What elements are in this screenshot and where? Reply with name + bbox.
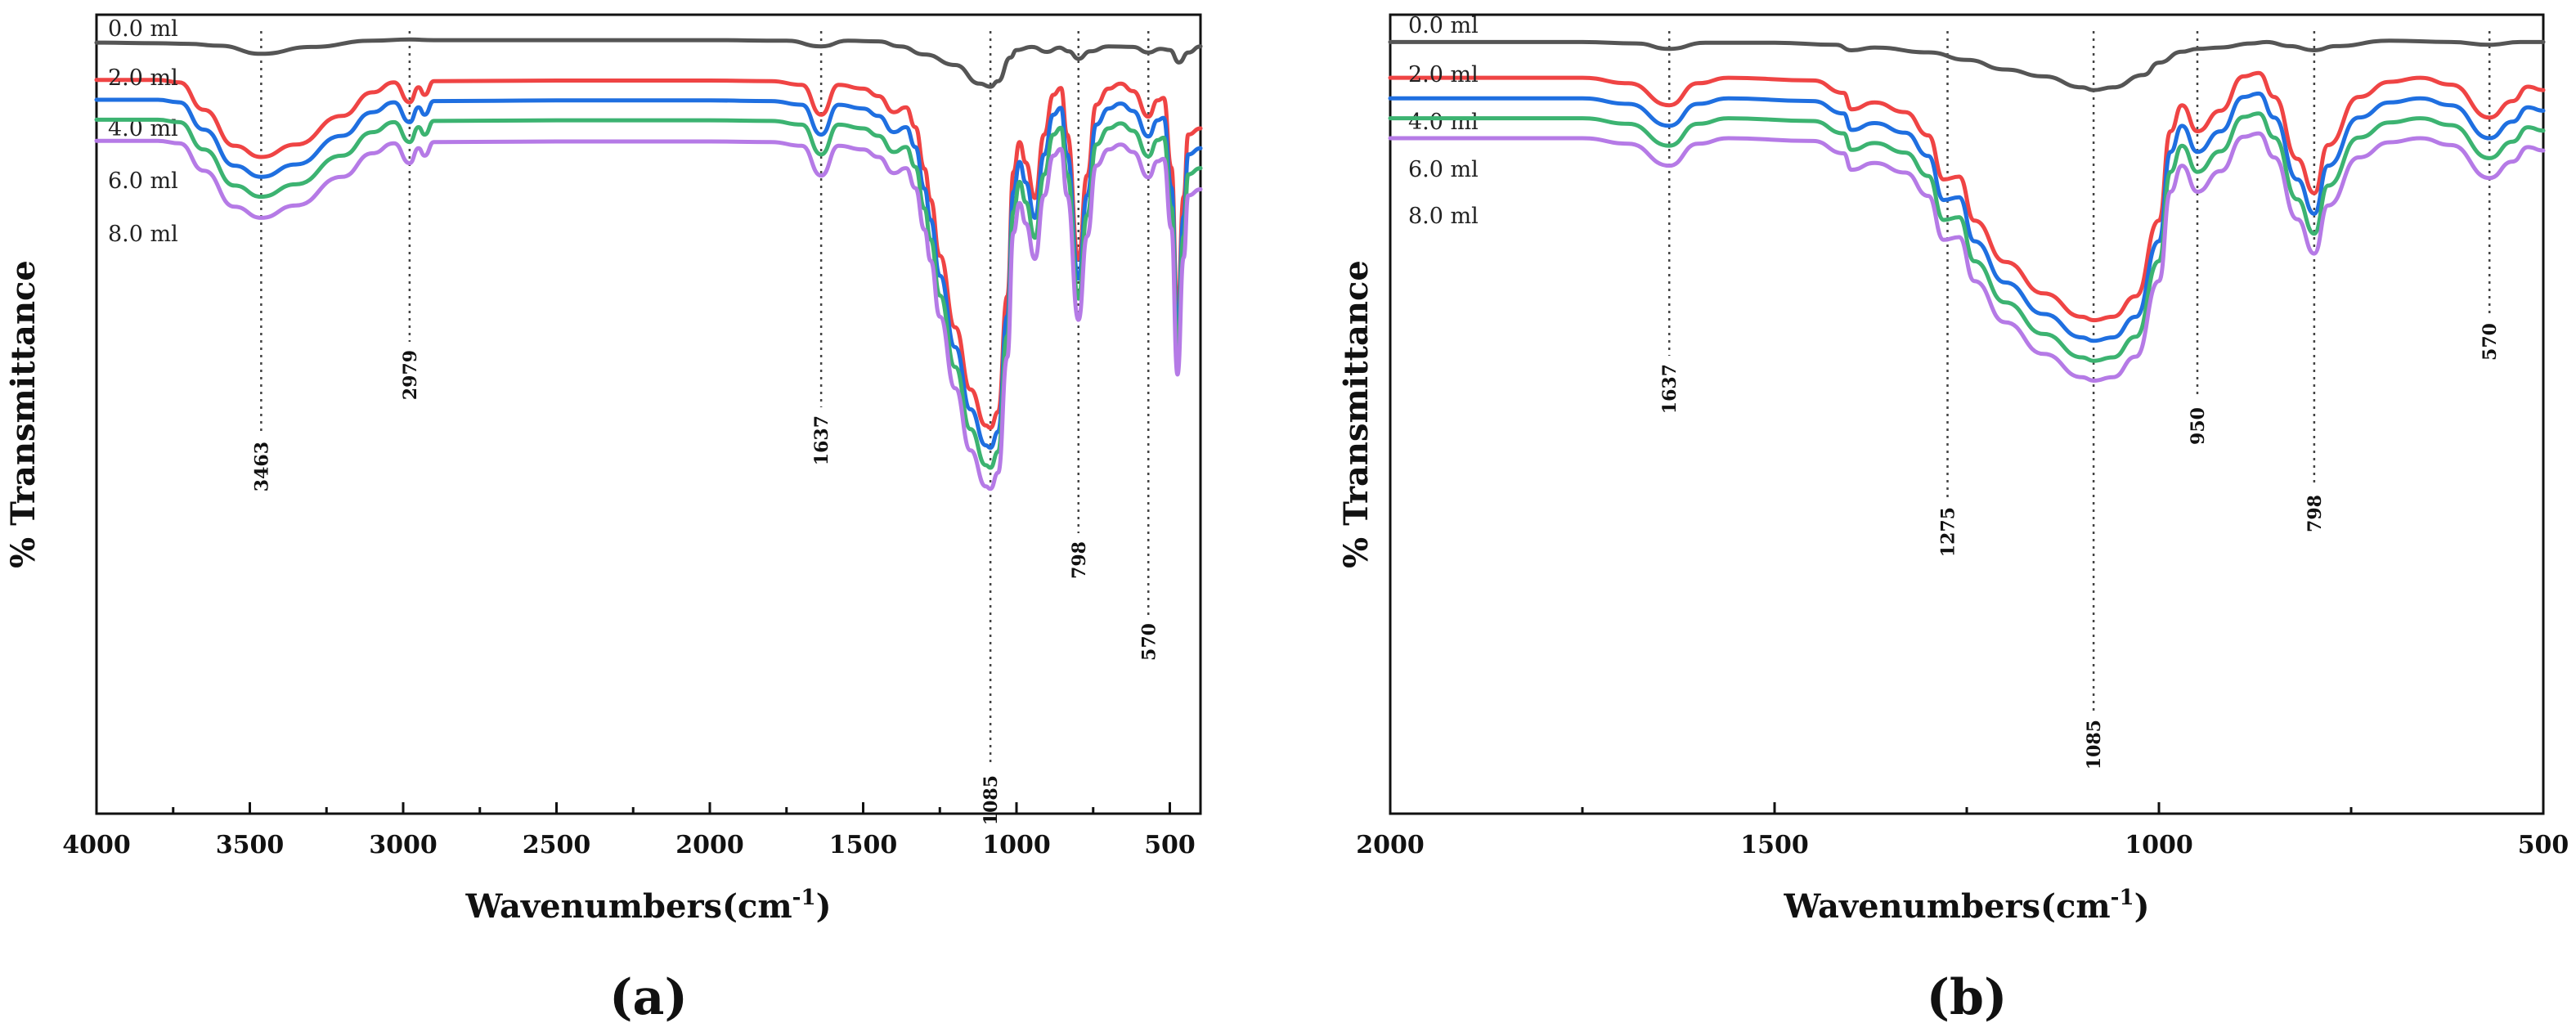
series-line-6-0-ml [1388, 111, 2546, 363]
series-line-2-0-ml [1388, 70, 2546, 323]
x-tick-label-2500: 2500 [523, 831, 591, 859]
x-tick-label-500: 500 [2518, 831, 2569, 859]
x-axis-title-main: Wavenumbers(cm [465, 887, 792, 926]
peak-label-1085: 1085 [981, 775, 1002, 825]
peak-annotations: 3463 2979 1637 1085 798 570 [251, 31, 1160, 825]
legend-label-8-0-ml: 8.0 ml [1408, 204, 1479, 229]
legend-label-2-0-ml: 2.0 ml [1408, 62, 1479, 87]
x-axis: 2000 1500 1000 500 [1356, 802, 2569, 859]
series-line-8-0-ml [1388, 131, 2546, 383]
series-line-0-0-ml [1388, 38, 2546, 92]
legend-label-6-0-ml: 6.0 ml [108, 168, 178, 194]
x-axis-title-close: ) [2134, 887, 2150, 926]
x-axis-title: Wavenumbers(cm-1) [1784, 886, 2150, 926]
legend-label-6-0-ml: 6.0 ml [1408, 157, 1479, 182]
series-line-4-0-ml [1388, 91, 2546, 343]
peak-label-1085: 1085 [2084, 720, 2105, 770]
peak-label-1637: 1637 [1659, 364, 1681, 414]
x-tick-label-3500: 3500 [216, 831, 285, 859]
peak-annotations: 1637 1275 1085 950 798 570 [1659, 31, 2501, 770]
legend-label-4-0-ml: 4.0 ml [1408, 110, 1479, 135]
legend-label-8-0-ml: 8.0 ml [108, 222, 178, 247]
x-tick-label-3000: 3000 [369, 831, 438, 859]
series-line-4-0-ml [94, 97, 1203, 451]
x-tick-label-1000: 1000 [982, 831, 1051, 859]
x-axis-title-main: Wavenumbers(cm [1784, 887, 2111, 926]
x-tick-label-1500: 1500 [1740, 831, 1809, 859]
peak-label-798: 798 [2304, 495, 2326, 532]
peak-label-2979: 2979 [400, 350, 421, 400]
x-axis-title-superscript: -1 [792, 886, 816, 910]
y-axis-title: % Transmittance [4, 260, 43, 568]
x-axis-title: Wavenumbers(cm-1) [465, 886, 832, 926]
peak-label-570: 570 [2480, 323, 2501, 361]
series-line-8-0-ml [94, 138, 1203, 491]
x-tick-label-1000: 1000 [2125, 831, 2193, 859]
x-tick-label-2000: 2000 [675, 831, 744, 859]
peak-label-3463: 3463 [251, 442, 272, 491]
series-line-0-0-ml [94, 37, 1203, 89]
y-axis-title: % Transmittance [1337, 260, 1376, 568]
panel-label: (b) [1927, 969, 2008, 1026]
x-tick-label-4000: 4000 [62, 831, 131, 859]
x-axis-title-close: ) [816, 887, 832, 926]
x-tick-label-2000: 2000 [1356, 831, 1425, 859]
x-tick-label-500: 500 [1144, 831, 1196, 859]
chart-panel-b: 2000 1500 1000 5001637127510859507985700.0 … [1337, 13, 2569, 1026]
legend-label-0-0-ml: 0.0 ml [1408, 13, 1479, 38]
peak-label-798: 798 [1069, 541, 1090, 579]
x-tick-label-1500: 1500 [829, 831, 898, 859]
legend-label-0-0-ml: 0.0 ml [108, 16, 178, 42]
peak-label-570: 570 [1138, 623, 1160, 661]
series-group: 0.0 ml2.0 ml4.0 ml6.0 ml8.0 ml [94, 16, 1203, 491]
legend-label-2-0-ml: 2.0 ml [108, 65, 178, 91]
x-axis: 4000 3500 3000 2500 2000 1500 1000 500 [62, 802, 1196, 859]
plot-frame [95, 13, 1202, 815]
chart-panel-a: 4000 3500 3000 2500 2000 1500 1000 500 3463 2979 1… [4, 13, 1203, 1026]
series-line-6-0-ml [94, 117, 1203, 470]
x-axis-title-superscript: -1 [2111, 886, 2134, 910]
series-line-2-0-ml [94, 78, 1203, 430]
peak-label-950: 950 [2188, 407, 2209, 445]
panel-label: (a) [609, 969, 688, 1026]
peak-label-1637: 1637 [811, 415, 832, 465]
peak-label-1275: 1275 [1938, 507, 1959, 557]
series-group: 0.0 ml 2.0 ml 4.0 ml 6.0 ml 8.0 ml [1388, 13, 2546, 383]
